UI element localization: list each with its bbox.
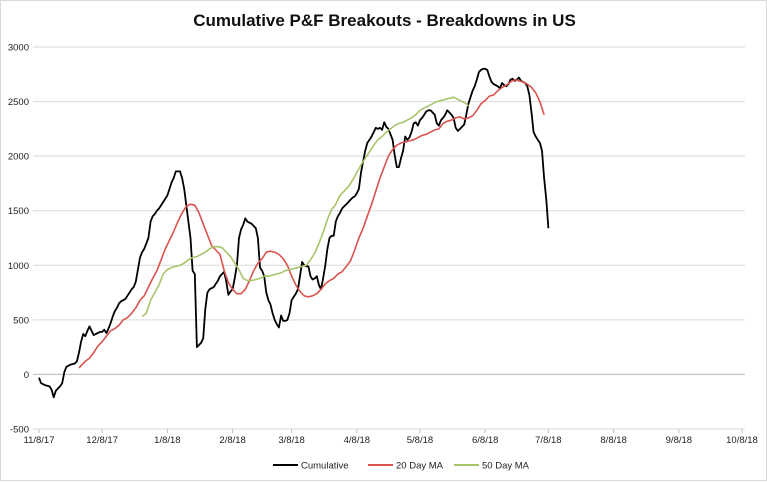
- y-tick-label: 2000: [8, 152, 29, 163]
- legend-label: Cumulative: [301, 461, 349, 472]
- x-tick-label: 7/8/18: [535, 435, 561, 446]
- x-tick-label: 10/8/18: [726, 435, 758, 446]
- x-tick-label: 6/8/18: [472, 435, 498, 446]
- chart-title: Cumulative P&F Breakouts - Breakdowns in…: [193, 11, 576, 30]
- x-tick-label: 1/8/18: [154, 435, 180, 446]
- y-tick-label: 1000: [8, 261, 29, 272]
- x-tick-label: 9/8/18: [666, 435, 692, 446]
- y-tick-label: 500: [13, 315, 29, 326]
- x-tick-label: 2/8/18: [219, 435, 245, 446]
- series-line-cumulative: [38, 67, 550, 399]
- series-line-20-day-ma: [78, 78, 545, 369]
- y-tick-label: -500: [10, 425, 29, 436]
- y-tick-label: 2500: [8, 97, 29, 108]
- y-tick-label: 3000: [8, 43, 29, 54]
- y-tick-label: 1500: [8, 206, 29, 217]
- legend-label: 20 Day MA: [396, 461, 444, 472]
- y-tick-label: 0: [24, 370, 29, 381]
- x-tick-label: 12/8/17: [86, 435, 118, 446]
- x-tick-label: 11/8/17: [24, 435, 55, 446]
- legend-label: 50 Day MA: [482, 461, 530, 472]
- x-tick-label: 4/8/18: [344, 435, 370, 446]
- x-tick-label: 8/8/18: [600, 435, 626, 446]
- series-line-50-day-ma: [141, 96, 469, 318]
- x-tick-label: 5/8/18: [407, 435, 433, 446]
- x-tick-label: 3/8/18: [278, 435, 304, 446]
